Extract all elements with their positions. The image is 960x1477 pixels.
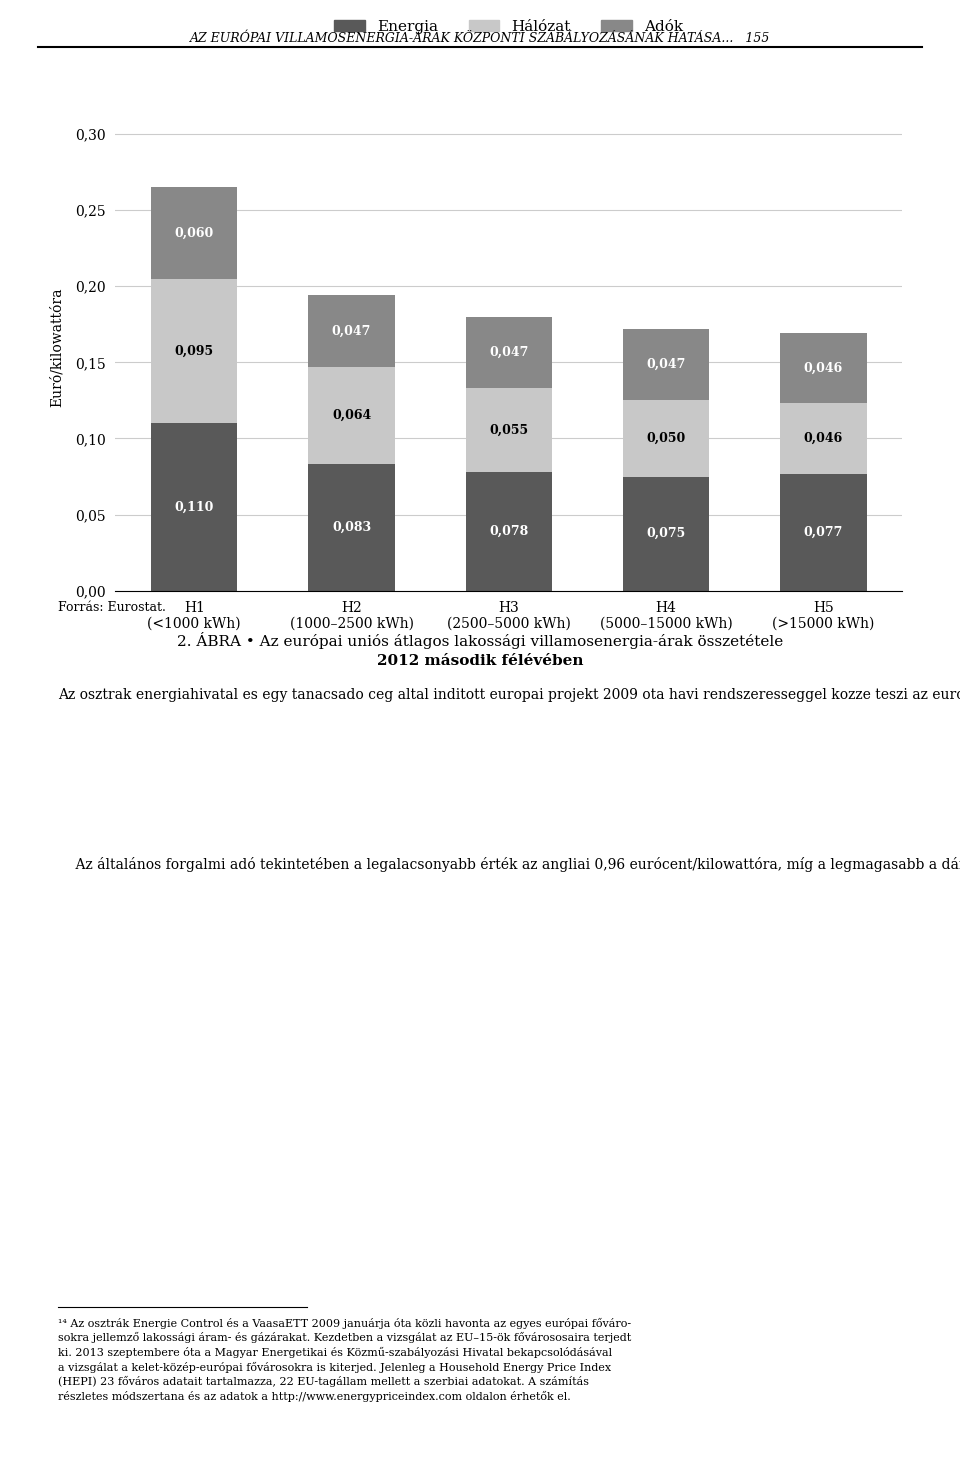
Bar — [466, 473, 552, 591]
Bar — [308, 464, 395, 591]
Bar — [466, 388, 552, 473]
Text: 0,095: 0,095 — [175, 344, 214, 357]
Bar — [151, 188, 237, 279]
Bar — [780, 474, 867, 591]
Text: 0,055: 0,055 — [490, 424, 528, 437]
Legend: Energia, Hálózat, Adók: Energia, Hálózat, Adók — [328, 13, 689, 40]
Text: 2012 második félévében: 2012 második félévében — [376, 654, 584, 668]
Bar — [466, 316, 552, 388]
Bar — [151, 279, 237, 424]
Bar — [780, 334, 867, 403]
Text: 0,046: 0,046 — [804, 431, 843, 445]
Text: Az általános forgalmi adó tekintetében a legalacsonyabb érték az angliai 0,96 eu: Az általános forgalmi adó tekintetében a… — [58, 857, 960, 871]
Bar — [623, 400, 709, 477]
Bar — [308, 295, 395, 366]
Text: Forrás: Eurostat.: Forrás: Eurostat. — [58, 601, 165, 614]
Y-axis label: Euró/kilowattóra: Euró/kilowattóra — [50, 288, 63, 406]
Text: 0,047: 0,047 — [646, 357, 685, 371]
Text: 0,050: 0,050 — [646, 431, 685, 445]
Text: 0,046: 0,046 — [804, 362, 843, 375]
Text: AZ EURÓPAI VILLAMOSENERGIA-ÁRAK KÖZPONTI SZABÁLYOZÁSÁNAK HATÁSA...   155: AZ EURÓPAI VILLAMOSENERGIA-ÁRAK KÖZPONTI… — [190, 32, 770, 46]
Text: 0,064: 0,064 — [332, 409, 372, 422]
Bar — [308, 366, 395, 464]
Bar — [623, 477, 709, 591]
Text: Az osztrak energiahivatal es egy tanacsado ceg altal inditott europai projekt 20: Az osztrak energiahivatal es egy tanacsa… — [58, 687, 960, 702]
Text: 0,047: 0,047 — [489, 346, 529, 359]
Text: 0,060: 0,060 — [175, 226, 214, 239]
Text: 2. ÁBRA • Az európai uniós átlagos lakossági villamosenergia-árak összetétele: 2. ÁBRA • Az európai uniós átlagos lakos… — [177, 632, 783, 650]
Bar — [780, 403, 867, 474]
Text: 0,047: 0,047 — [332, 325, 372, 338]
Bar — [623, 329, 709, 400]
Text: 0,077: 0,077 — [804, 526, 843, 539]
Text: ¹⁴ Az osztrák Energie Control és a VaasaETT 2009 januárja óta közli havonta az e: ¹⁴ Az osztrák Energie Control és a Vaasa… — [58, 1317, 631, 1402]
Text: 0,110: 0,110 — [175, 501, 214, 514]
Bar — [151, 424, 237, 591]
Text: 0,075: 0,075 — [646, 527, 685, 541]
Text: 0,078: 0,078 — [490, 524, 528, 538]
Text: 0,083: 0,083 — [332, 521, 372, 535]
